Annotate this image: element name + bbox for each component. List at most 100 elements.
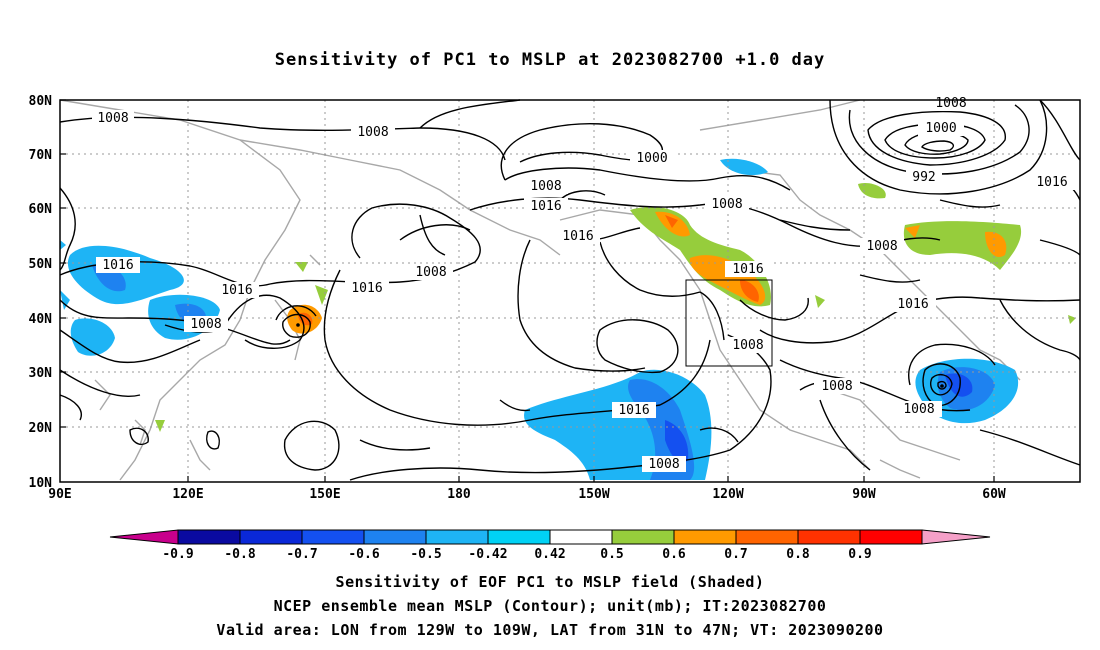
- colorbar-tick-label: 0.7: [724, 547, 747, 562]
- lon-label: 120W: [712, 487, 743, 502]
- colorbar: -0.9 -0.8 -0.7 -0.6 -0.5 -0.42 0.42 0.5 0.6 0.7 0.…: [109, 529, 991, 562]
- colorbar-tick-label: -0.7: [286, 547, 317, 562]
- svg-text:1008: 1008: [821, 379, 852, 394]
- lat-label: 20N: [29, 421, 53, 436]
- colorbar-segment: [549, 529, 613, 545]
- colorbar-segment: [735, 529, 799, 545]
- colorbar-segment: [487, 529, 551, 545]
- svg-text:1008: 1008: [530, 179, 561, 194]
- contour-label: 1008: [726, 337, 770, 353]
- contour-label: 1008: [351, 124, 395, 140]
- lon-label: 60W: [982, 487, 1006, 502]
- colorbar-tick-label: 0.42: [534, 547, 565, 562]
- contour-label: 1000: [918, 120, 964, 136]
- contour-label: 1008: [0, 0, 16, 4]
- contour-label: 1008: [92, 110, 134, 126]
- contour-label: 1008: [409, 264, 453, 280]
- svg-text:1016: 1016: [562, 229, 593, 244]
- lon-label: 150W: [578, 487, 609, 502]
- shade-negative-west-pacific: [67, 245, 184, 305]
- svg-text:1016: 1016: [897, 297, 928, 312]
- caption-line-2: NCEP ensemble mean MSLP (Contour); unit(…: [273, 597, 827, 615]
- colorbar-tick-label: -0.6: [348, 547, 379, 562]
- contour-label: 1008: [896, 401, 942, 417]
- mslp-contours: [59, 99, 1081, 481]
- svg-text:1008: 1008: [97, 111, 128, 126]
- contour-label: 1016: [890, 296, 936, 312]
- colorbar-tick-label: -0.9: [162, 547, 193, 562]
- contour-label: 1008: [928, 95, 974, 111]
- svg-text:1016: 1016: [1036, 175, 1067, 190]
- colorbar-tick-label: 0.9: [848, 547, 871, 562]
- svg-text:1016: 1016: [221, 283, 252, 298]
- colorbar-segment: [239, 529, 303, 545]
- contour-label: 1016: [612, 402, 656, 418]
- colorbar-segment: [797, 529, 861, 545]
- svg-text:992: 992: [912, 170, 935, 185]
- lat-label: 80N: [29, 94, 53, 109]
- contour-label: 1008: [642, 456, 686, 472]
- contour-label: 1008: [860, 238, 904, 254]
- colorbar-segment: [109, 529, 179, 545]
- colorbar-tick-label: -0.8: [224, 547, 255, 562]
- caption-line-3: Valid area: LON from 129W to 109W, LAT f…: [216, 621, 884, 639]
- svg-text:1008: 1008: [732, 338, 763, 353]
- valid-area-box: [685, 279, 773, 367]
- chart-title: Sensitivity of PC1 to MSLP at 2023082700…: [274, 50, 826, 70]
- colorbar-tick-label: 0.6: [662, 547, 686, 562]
- svg-text:1008: 1008: [903, 402, 934, 417]
- colorbar-segment: [921, 529, 991, 545]
- lat-label: 70N: [29, 148, 53, 163]
- lat-label: 50N: [29, 257, 53, 272]
- contour-label: 1016: [556, 228, 600, 244]
- svg-text:1008: 1008: [935, 96, 966, 111]
- colorbar-segment: [859, 529, 923, 545]
- svg-text:1000: 1000: [636, 151, 667, 166]
- svg-text:1008: 1008: [866, 239, 897, 254]
- contour-label: 1000: [630, 150, 674, 166]
- contour-label: 1008: [705, 196, 749, 212]
- svg-text:1016: 1016: [530, 199, 561, 214]
- lon-label: 180: [447, 487, 471, 502]
- contour-label-group: 1008 1008 1016 1016 1008 1016 1008 1016 …: [0, 0, 1076, 472]
- svg-text:1000: 1000: [925, 121, 956, 136]
- svg-text:1008: 1008: [357, 125, 388, 140]
- svg-text:1008: 1008: [190, 317, 221, 332]
- lon-label: 90E: [48, 487, 71, 502]
- colorbar-tick-label: 0.8: [786, 547, 810, 562]
- latitude-labels: 80N 70N 60N 50N 40N 30N 20N 10N: [29, 94, 53, 491]
- contour-label: 992: [906, 169, 942, 185]
- colorbar-segment: [301, 529, 365, 545]
- svg-text:1008: 1008: [711, 197, 742, 212]
- axis-ticks: [60, 99, 995, 482]
- colorbar-segment: [177, 529, 241, 545]
- map-frame: [59, 99, 1081, 483]
- low-center-dot: [940, 384, 944, 388]
- svg-text:1016: 1016: [102, 258, 133, 273]
- contour-label: 1016: [1028, 174, 1076, 190]
- colorbar-tick-label: -0.5: [410, 547, 441, 562]
- svg-text:1008: 1008: [648, 457, 679, 472]
- lat-label: 10N: [29, 476, 53, 491]
- contour-label: 1016: [725, 261, 771, 277]
- svg-text:1008: 1008: [415, 265, 446, 280]
- low-center-dot: [296, 323, 300, 327]
- lat-label: 60N: [29, 202, 53, 217]
- colorbar-segment: [425, 529, 489, 545]
- caption-line-1: Sensitivity of EOF PC1 to MSLP field (Sh…: [335, 573, 765, 591]
- colorbar-tick-label: -0.42: [468, 547, 507, 562]
- svg-text:1016: 1016: [618, 403, 649, 418]
- lon-label: 120E: [172, 487, 203, 502]
- sensitivity-shading: [60, 158, 1076, 480]
- colorbar-segment: [611, 529, 675, 545]
- contour-label: 1016: [524, 198, 568, 214]
- longitude-labels: 90E 120E 150E 180 150W 120W 90W 60W: [48, 487, 1006, 502]
- lon-label: 150E: [309, 487, 340, 502]
- contour-label: 1008: [524, 178, 568, 194]
- contour-label: 1008: [184, 316, 228, 332]
- lon-label: 90W: [852, 487, 876, 502]
- contour-label: 1016: [345, 280, 389, 296]
- svg-text:1016: 1016: [351, 281, 382, 296]
- svg-text:1016: 1016: [732, 262, 763, 277]
- contour-label: 1016: [215, 282, 259, 298]
